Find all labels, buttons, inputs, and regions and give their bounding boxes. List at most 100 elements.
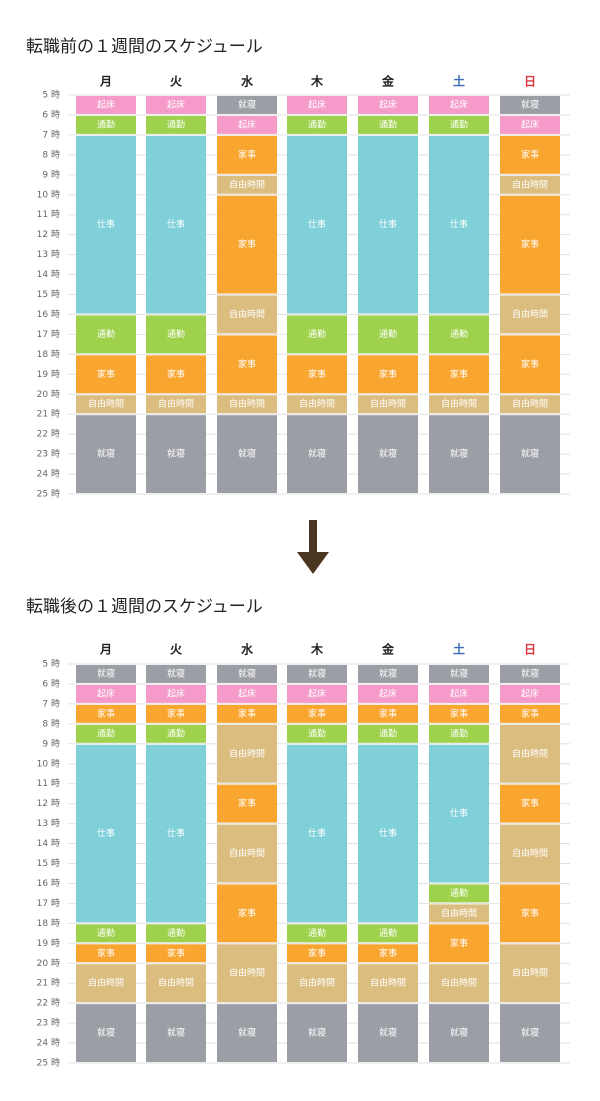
- y-tick-label: 12 時: [37, 229, 60, 240]
- block-label: 起床: [97, 98, 115, 110]
- block-label: 通勤: [450, 118, 468, 130]
- y-tick-label: 5 時: [42, 659, 60, 670]
- day-label: 水: [241, 642, 254, 657]
- y-tick-label: 21 時: [37, 409, 60, 420]
- block-label: 自由時間: [512, 847, 548, 859]
- schedule-block: [358, 924, 418, 943]
- block-label: 家事: [238, 238, 256, 250]
- y-tick-label: 13 時: [37, 249, 60, 260]
- schedule-block: [287, 684, 347, 703]
- block-label: 自由時間: [441, 398, 477, 410]
- schedule-block: [500, 665, 560, 683]
- block-label: 就寝: [97, 667, 115, 679]
- y-tick-label: 15 時: [37, 858, 60, 869]
- schedule-block: [429, 704, 489, 723]
- y-tick-label: 16 時: [37, 309, 60, 320]
- schedule-block: [500, 335, 560, 394]
- y-tick-label: 24 時: [37, 469, 60, 480]
- schedule-block: [429, 1004, 489, 1062]
- y-tick-label: 21 時: [37, 978, 60, 989]
- block-label: 仕事: [450, 218, 468, 230]
- schedule-block: [146, 315, 206, 354]
- schedule-block: [146, 964, 206, 1003]
- schedule-block: [146, 415, 206, 493]
- y-tick-label: 22 時: [37, 429, 60, 440]
- schedule-block: [217, 395, 277, 414]
- day-label: 月: [99, 75, 112, 89]
- y-tick-label: 17 時: [37, 329, 60, 340]
- day-label: 土: [453, 74, 465, 89]
- schedule-block: [76, 744, 136, 923]
- schedule-block: [287, 415, 347, 493]
- schedule-block: [146, 724, 206, 743]
- block-label: 自由時間: [441, 977, 477, 989]
- schedule-block: [146, 115, 206, 134]
- block-label: 通勤: [450, 328, 468, 340]
- block-label: 就寝: [521, 448, 539, 460]
- y-tick-label: 11 時: [37, 209, 60, 220]
- y-tick-label: 22 時: [37, 998, 60, 1009]
- block-label: 通勤: [450, 727, 468, 739]
- schedule-block: [146, 944, 206, 963]
- schedule-block: [217, 1004, 277, 1062]
- y-tick-label: 19 時: [37, 369, 60, 380]
- schedule-block: [358, 665, 418, 683]
- schedule-block: [500, 175, 560, 194]
- schedule-block: [500, 115, 560, 134]
- schedule-block: [500, 724, 560, 783]
- block-label: 家事: [167, 368, 185, 380]
- schedule-block: [429, 724, 489, 743]
- schedule-block: [429, 665, 489, 683]
- block-label: 起床: [521, 687, 539, 699]
- schedule-block: [429, 315, 489, 354]
- block-label: 自由時間: [229, 178, 265, 190]
- schedule-block: [217, 135, 277, 174]
- y-tick-label: 10 時: [37, 189, 60, 200]
- schedule-block: [429, 744, 489, 883]
- schedule-block: [287, 704, 347, 723]
- block-label: 仕事: [379, 218, 397, 230]
- schedule-block: [146, 1004, 206, 1062]
- y-tick-label: 5 時: [42, 90, 60, 101]
- schedule-block: [217, 96, 277, 114]
- schedule-block: [500, 135, 560, 174]
- y-tick-label: 12 時: [37, 798, 60, 809]
- block-label: 家事: [450, 707, 468, 719]
- block-label: 起床: [379, 687, 397, 699]
- block-label: 就寝: [167, 448, 185, 460]
- block-label: 就寝: [308, 448, 326, 460]
- day-label: 日: [524, 643, 536, 657]
- block-label: 仕事: [167, 827, 185, 839]
- schedule-block: [76, 924, 136, 943]
- block-label: 起床: [238, 687, 256, 699]
- block-label: 仕事: [97, 218, 115, 230]
- block-label: 自由時間: [229, 308, 265, 320]
- day-label: 土: [453, 642, 465, 657]
- block-label: 就寝: [450, 1027, 468, 1039]
- block-label: 仕事: [450, 807, 468, 819]
- schedule-block: [429, 355, 489, 394]
- block-label: 自由時間: [229, 847, 265, 859]
- schedule-block: [76, 665, 136, 683]
- schedule-block: [287, 924, 347, 943]
- block-label: 家事: [238, 707, 256, 719]
- y-tick-label: 6 時: [42, 678, 60, 689]
- block-label: 家事: [450, 937, 468, 949]
- schedule-block: [500, 96, 560, 114]
- block-label: 起床: [450, 687, 468, 699]
- schedule-block: [217, 665, 277, 683]
- block-label: 家事: [521, 238, 539, 250]
- schedule-block: [358, 315, 418, 354]
- block-label: 就寝: [521, 667, 539, 679]
- block-label: 起床: [450, 98, 468, 110]
- block-label: 就寝: [97, 448, 115, 460]
- block-label: 通勤: [97, 328, 115, 340]
- block-label: 通勤: [450, 887, 468, 899]
- block-label: 自由時間: [88, 977, 124, 989]
- y-tick-label: 11 時: [37, 778, 60, 789]
- schedule-block: [146, 395, 206, 414]
- block-label: 通勤: [379, 927, 397, 939]
- block-label: 仕事: [167, 218, 185, 230]
- schedule-block: [358, 704, 418, 723]
- block-label: 家事: [238, 907, 256, 919]
